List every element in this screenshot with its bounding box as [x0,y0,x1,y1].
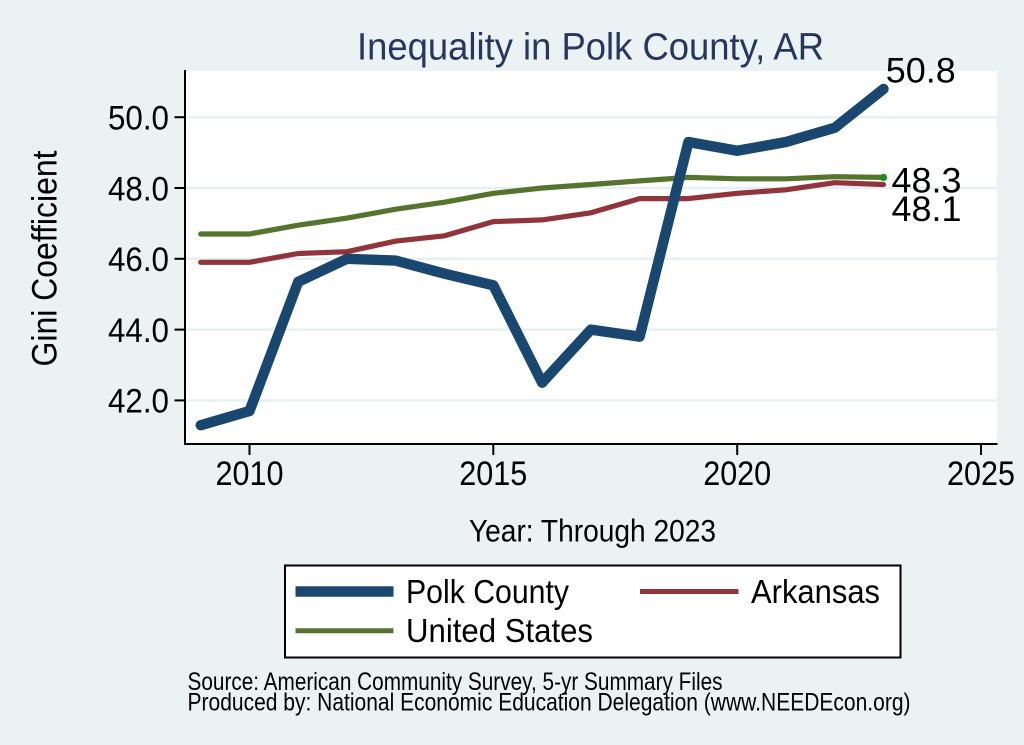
svg-text:Source: American Community Sur: Source: American Community Survey, 5-yr … [188,668,723,696]
svg-text:Polk County: Polk County [406,573,569,610]
svg-text:United States: United States [406,612,593,649]
svg-text:46.0: 46.0 [108,241,169,279]
svg-text:44.0: 44.0 [108,312,169,350]
svg-text:Inequality in Polk County, AR: Inequality in Polk County, AR [357,27,824,69]
svg-text:50.0: 50.0 [108,100,169,138]
svg-text:48.1: 48.1 [892,190,962,229]
svg-text:Year: Through 2023: Year: Through 2023 [469,513,716,549]
svg-text:42.0: 42.0 [108,383,169,421]
svg-text:50.8: 50.8 [886,51,956,90]
svg-text:Produced by: National Economic: Produced by: National Economic Education… [188,689,911,717]
svg-text:Arkansas: Arkansas [751,573,880,610]
svg-text:2025: 2025 [947,455,1015,493]
svg-text:Gini Coefficient: Gini Coefficient [26,150,65,366]
svg-text:2010: 2010 [216,455,284,493]
svg-text:2020: 2020 [703,455,771,493]
svg-text:48.0: 48.0 [108,170,169,208]
svg-text:2015: 2015 [459,455,527,493]
svg-text:48.3: 48.3 [892,162,962,201]
